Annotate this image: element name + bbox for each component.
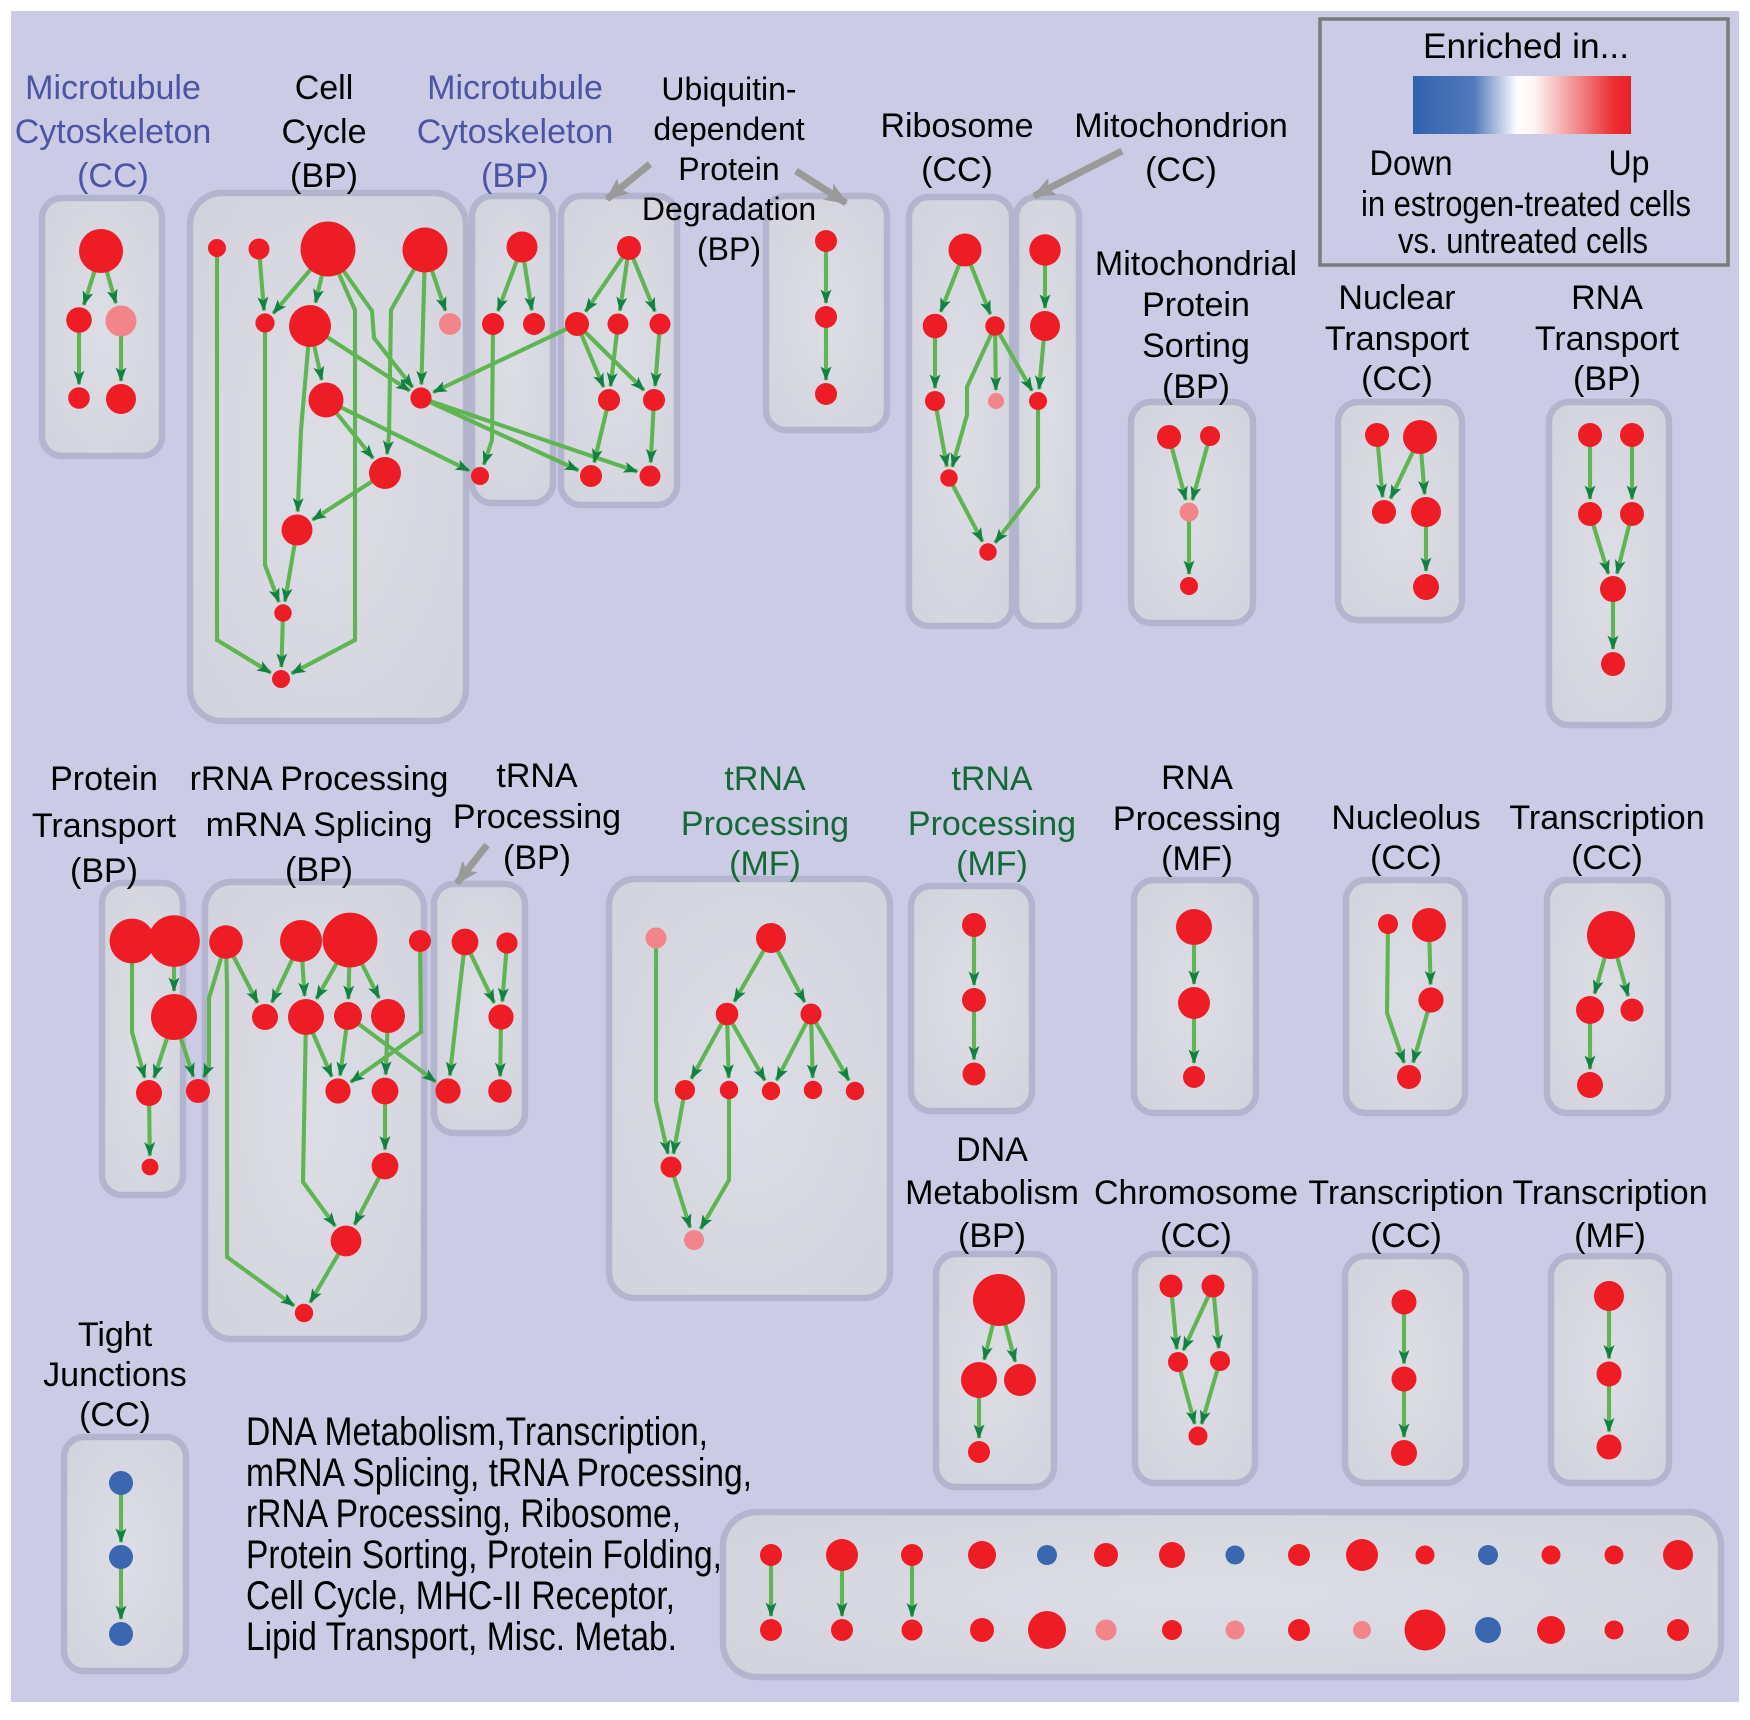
svg-text:DNA: DNA (956, 1131, 1028, 1169)
svg-text:mRNA Splicing: mRNA Splicing (206, 806, 433, 844)
svg-text:Nuclear: Nuclear (1338, 279, 1455, 317)
svg-text:DNA Metabolism,Transcription,: DNA Metabolism,Transcription, (246, 1410, 708, 1454)
svg-text:Processing: Processing (1113, 800, 1281, 838)
svg-text:Transport: Transport (1535, 320, 1680, 358)
svg-text:Protein Sorting, Protein Foldi: Protein Sorting, Protein Folding, (246, 1533, 722, 1577)
svg-text:Degradation: Degradation (642, 191, 816, 227)
svg-text:(BP): (BP) (481, 157, 549, 195)
svg-text:Tight: Tight (78, 1316, 153, 1354)
svg-text:Enriched in...: Enriched in... (1423, 27, 1629, 66)
svg-text:Lipid Transport, Misc. Metab.: Lipid Transport, Misc. Metab. (246, 1615, 677, 1659)
svg-text:(MF): (MF) (956, 845, 1028, 883)
svg-text:rRNA Processing: rRNA Processing (190, 760, 449, 798)
svg-text:Protein: Protein (678, 151, 779, 187)
svg-text:Processing: Processing (453, 798, 621, 836)
svg-text:RNA: RNA (1571, 279, 1643, 317)
svg-text:Transcription: Transcription (1512, 1174, 1707, 1212)
svg-text:(BP): (BP) (290, 157, 358, 195)
svg-text:(MF): (MF) (729, 845, 801, 883)
svg-text:tRNA: tRNA (724, 760, 806, 798)
svg-text:(CC): (CC) (921, 151, 993, 189)
svg-text:Transcription: Transcription (1308, 1174, 1503, 1212)
svg-text:(BP): (BP) (1573, 360, 1641, 398)
svg-text:Metabolism: Metabolism (905, 1174, 1079, 1212)
svg-text:Protein: Protein (50, 760, 158, 798)
svg-text:(MF): (MF) (1574, 1217, 1646, 1255)
svg-text:Transport: Transport (1325, 320, 1470, 358)
svg-text:Ubiquitin-: Ubiquitin- (661, 71, 796, 107)
svg-text:Processing: Processing (908, 805, 1076, 843)
svg-text:RNA: RNA (1161, 759, 1233, 797)
svg-text:in estrogen-treated cells: in estrogen-treated cells (1361, 183, 1691, 224)
svg-text:Nucleolus: Nucleolus (1331, 799, 1480, 837)
svg-text:Cycle: Cycle (281, 113, 366, 151)
svg-text:Ribosome: Ribosome (880, 107, 1033, 145)
svg-text:Microtubule: Microtubule (25, 69, 201, 107)
svg-text:Junctions: Junctions (43, 1356, 187, 1394)
svg-text:vs. untreated cells: vs. untreated cells (1398, 220, 1648, 261)
svg-text:(CC): (CC) (1145, 151, 1217, 189)
svg-text:Down: Down (1370, 144, 1453, 183)
svg-text:mRNA Splicing, tRNA Processing: mRNA Splicing, tRNA Processing, (246, 1451, 752, 1495)
svg-text:Chromosome: Chromosome (1094, 1174, 1298, 1212)
svg-text:Sorting: Sorting (1142, 327, 1250, 365)
svg-text:Transcription: Transcription (1509, 799, 1704, 837)
svg-text:(BP): (BP) (70, 852, 138, 890)
svg-text:(CC): (CC) (1571, 839, 1643, 877)
svg-text:(BP): (BP) (697, 231, 761, 267)
svg-text:Cytoskeleton: Cytoskeleton (15, 113, 212, 151)
svg-text:rRNA Processing, Ribosome,: rRNA Processing, Ribosome, (246, 1492, 681, 1536)
svg-text:Transport: Transport (32, 807, 177, 845)
svg-text:dependent: dependent (653, 111, 804, 147)
svg-text:(CC): (CC) (1160, 1217, 1232, 1255)
svg-text:(BP): (BP) (503, 839, 571, 877)
svg-text:Mitochondrial: Mitochondrial (1095, 245, 1297, 283)
svg-text:(CC): (CC) (77, 157, 149, 195)
svg-text:(BP): (BP) (1162, 368, 1230, 406)
svg-text:Cytoskeleton: Cytoskeleton (417, 113, 614, 151)
svg-text:Microtubule: Microtubule (427, 69, 603, 107)
svg-text:tRNA: tRNA (951, 760, 1033, 798)
svg-text:tRNA: tRNA (496, 757, 578, 795)
svg-text:Mitochondrion: Mitochondrion (1074, 107, 1288, 145)
svg-text:(BP): (BP) (285, 851, 353, 889)
svg-text:Processing: Processing (681, 805, 849, 843)
svg-text:(CC): (CC) (79, 1396, 151, 1434)
svg-text:Protein: Protein (1142, 286, 1250, 324)
svg-text:(CC): (CC) (1370, 839, 1442, 877)
svg-text:Cell Cycle, MHC-II Receptor,: Cell Cycle, MHC-II Receptor, (246, 1574, 675, 1618)
svg-text:(CC): (CC) (1361, 360, 1433, 398)
svg-text:(CC): (CC) (1370, 1217, 1442, 1255)
svg-text:Cell: Cell (295, 69, 354, 107)
svg-text:(MF): (MF) (1161, 840, 1233, 878)
svg-text:(BP): (BP) (958, 1217, 1026, 1255)
svg-text:Up: Up (1609, 144, 1650, 183)
